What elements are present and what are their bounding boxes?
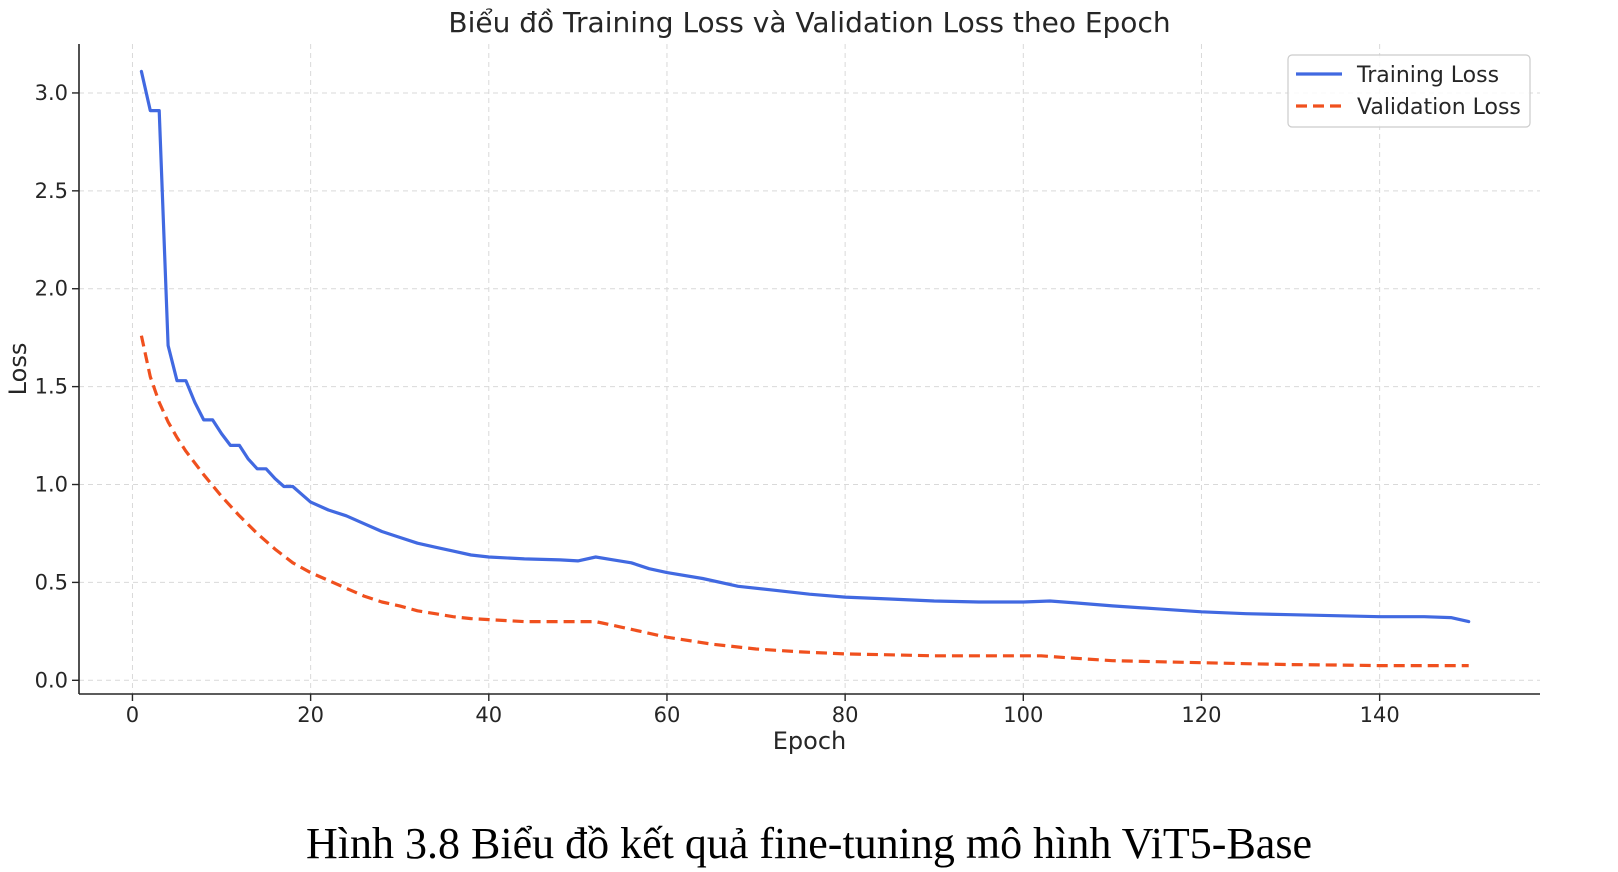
y-tick-label: 0.5 (35, 570, 68, 594)
legend-box (1287, 54, 1531, 128)
y-tick-label: 3.0 (35, 81, 68, 105)
y-tick-label: 2.5 (35, 179, 68, 203)
x-tick-label: 20 (297, 703, 324, 727)
x-tick-label: 120 (1181, 703, 1221, 727)
grid (79, 44, 1540, 694)
x-axis-title: Epoch (773, 727, 847, 755)
x-tick-label: 100 (1003, 703, 1043, 727)
figure-caption: Hình 3.8 Biểu đồ kết quả fine-tuning mô … (306, 819, 1312, 868)
legend: Training Loss Validation Loss (1287, 54, 1531, 128)
x-tick-label: 0 (126, 703, 139, 727)
x-tick-label: 140 (1360, 703, 1400, 727)
legend-label-training: Training Loss (1356, 63, 1499, 88)
validation-loss-line (139, 335, 1469, 668)
axis-ticks: 0 20 40 60 80 100 120 140 0.0 0.5 1.0 1.5 2.0 2.5 3.0 (35, 81, 1400, 727)
y-tick-label: 0.0 (35, 668, 68, 692)
series-lines (139, 69, 1471, 668)
x-tick-label: 60 (654, 703, 681, 727)
y-tick-label: 2.0 (35, 277, 68, 301)
legend-label-validation: Validation Loss (1357, 95, 1521, 120)
y-tick-label: 1.5 (35, 375, 68, 399)
x-tick-label: 40 (475, 703, 502, 727)
y-axis-title: Loss (4, 343, 32, 396)
chart-title: Biểu đồ Training Loss và Validation Loss… (448, 6, 1170, 39)
x-tick-label: 80 (832, 703, 859, 727)
y-tick-label: 1.0 (35, 473, 68, 497)
training-loss-line (139, 69, 1471, 624)
